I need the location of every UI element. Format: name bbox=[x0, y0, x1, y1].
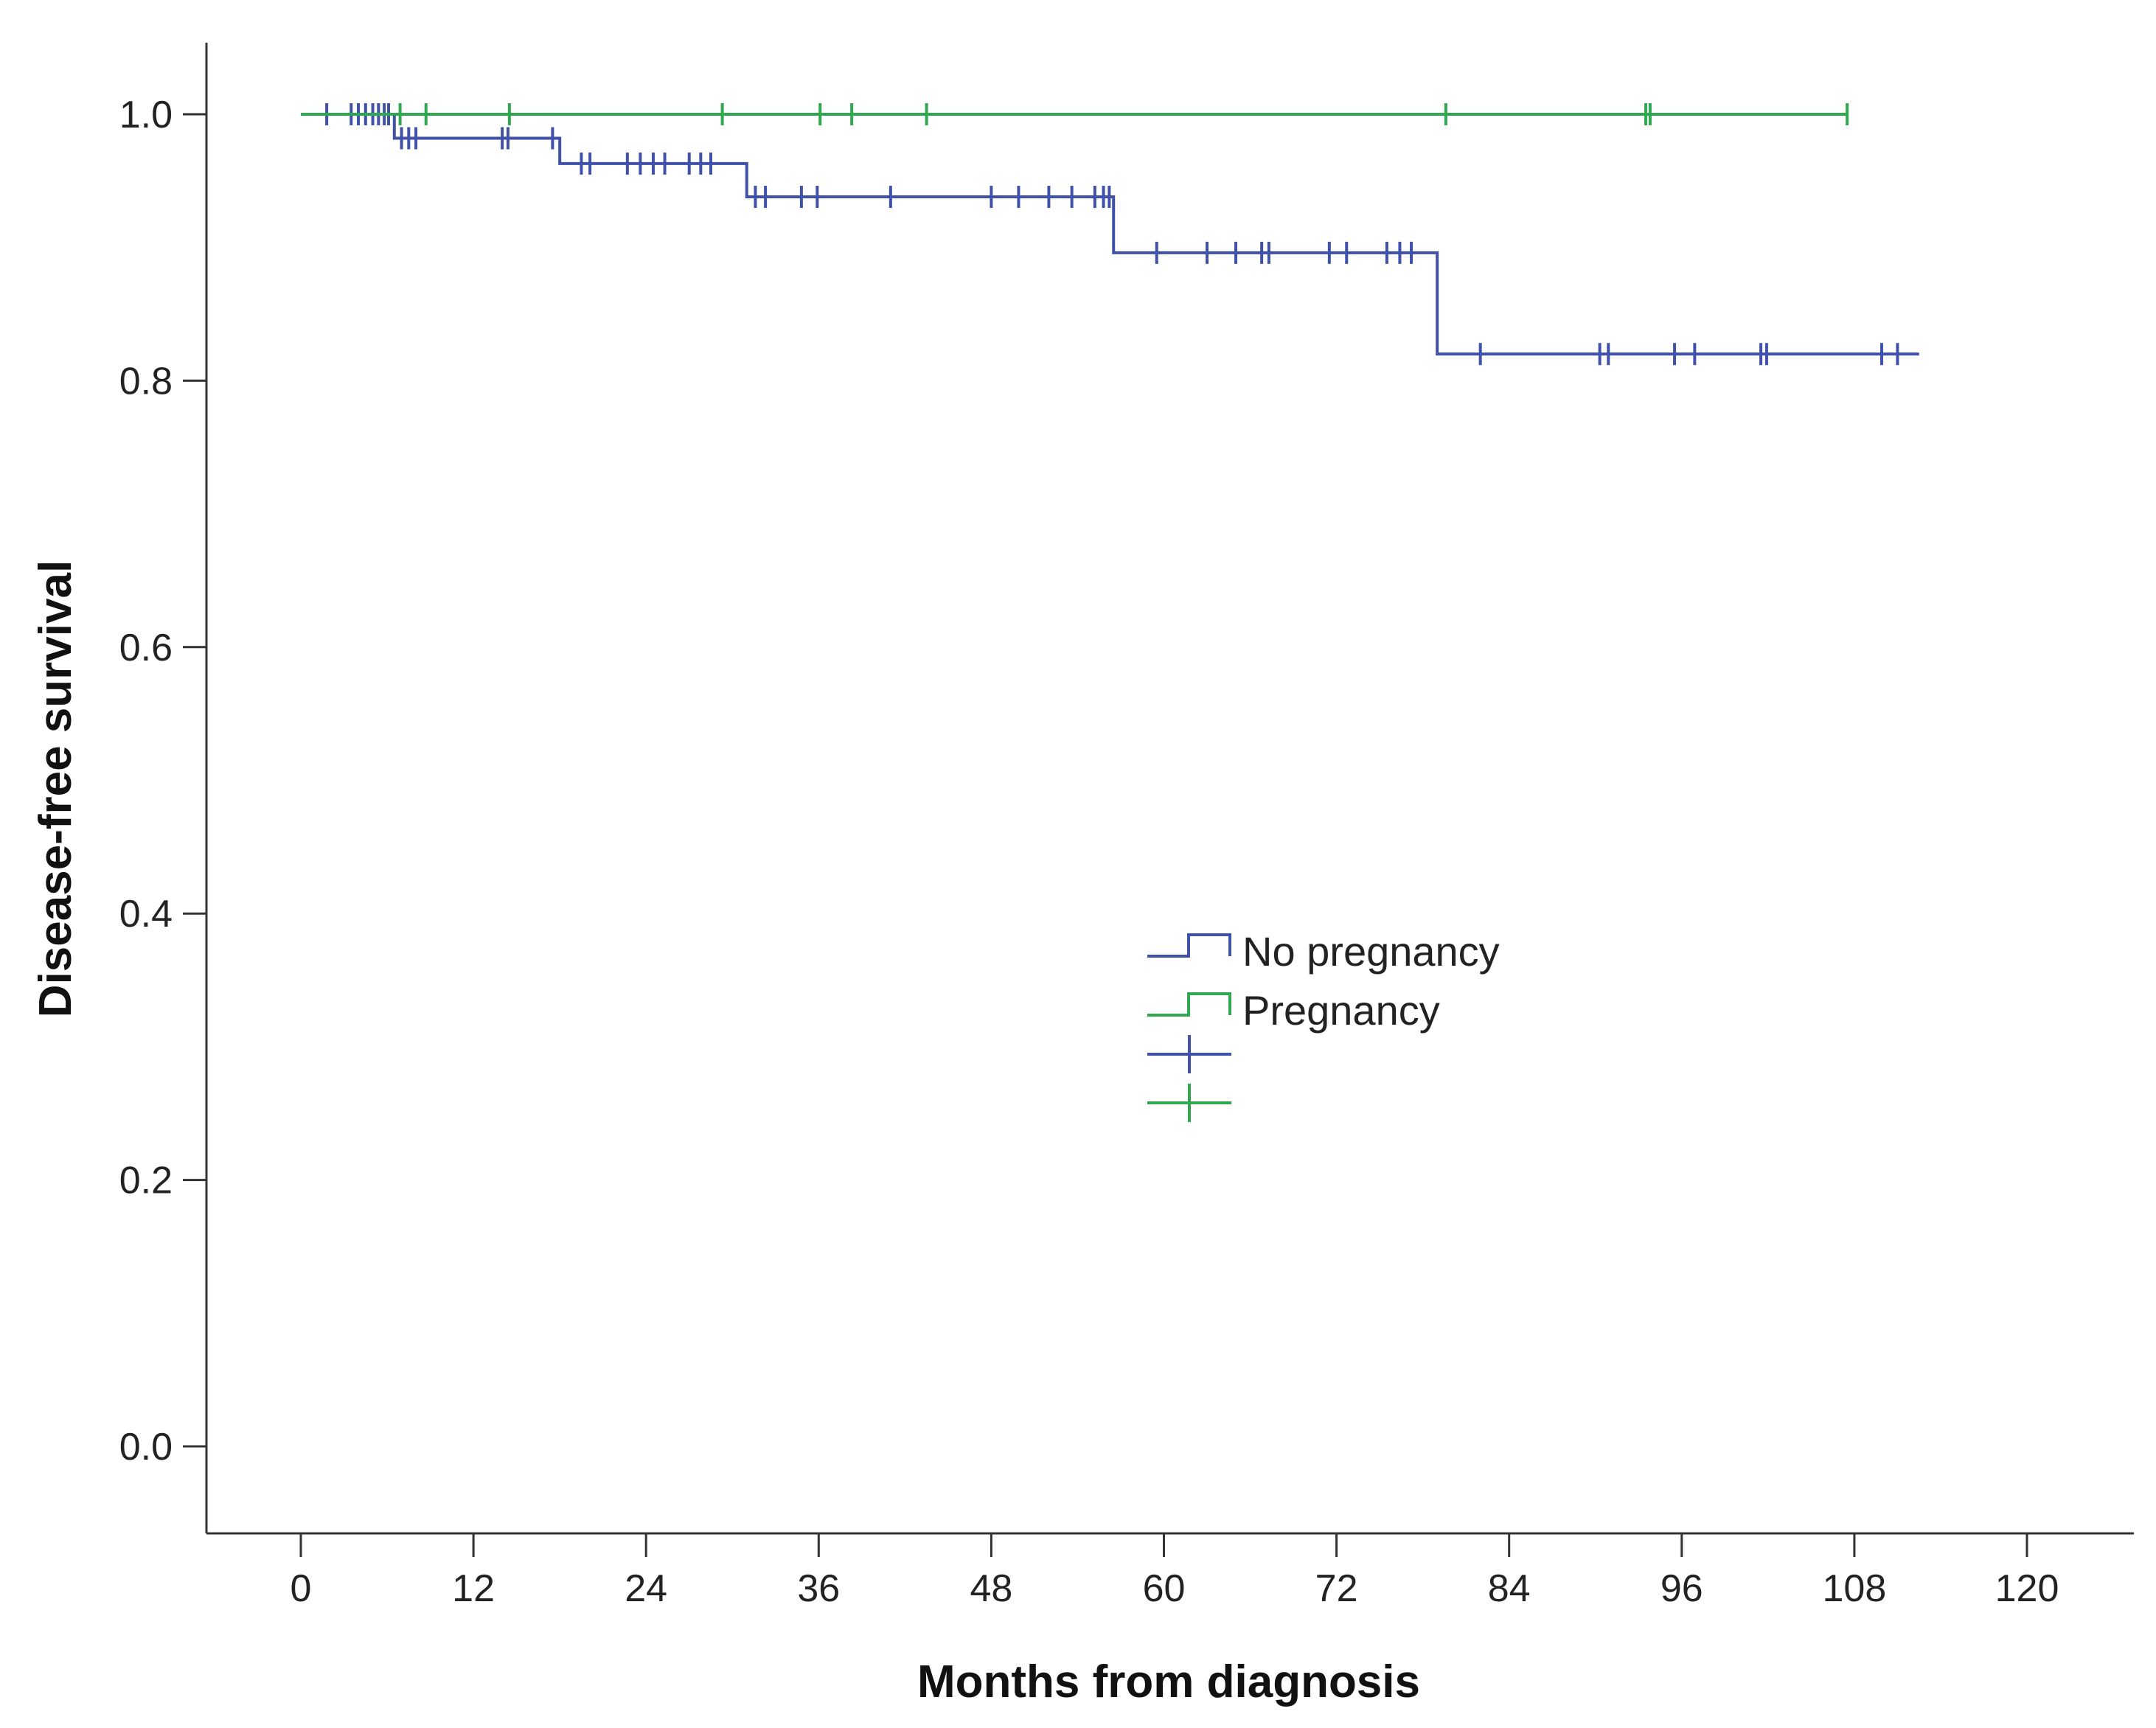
x-tick-label: 108 bbox=[1823, 1567, 1887, 1610]
series-layer bbox=[301, 103, 1919, 366]
legend-item-pregnancy-censored bbox=[1147, 1084, 1231, 1122]
x-tick-label: 24 bbox=[625, 1567, 667, 1610]
x-tick-label: 60 bbox=[1143, 1567, 1186, 1610]
x-tick-label: 48 bbox=[970, 1567, 1012, 1610]
legend-swatch-no-pregnancy bbox=[1147, 933, 1231, 958]
legend-swatch-pregnancy bbox=[1147, 992, 1231, 1017]
x-axis-title: Months from diagnosis bbox=[917, 1656, 1420, 1707]
y-ticks: 0.0 0.2 0.4 0.6 0.8 1.0 bbox=[119, 94, 206, 1469]
y-tick-label: 0.8 bbox=[119, 360, 173, 403]
axes: 0 12 24 36 48 60 72 84 96 108 120 0.0 0.2 0.4 0.6 0.8 1… bbox=[119, 43, 2134, 1610]
legend-label-no-pregnancy: No pregnancy bbox=[1242, 928, 1500, 975]
x-ticks: 0 12 24 36 48 60 72 84 96 108 120 bbox=[291, 1533, 2059, 1610]
y-tick-label: 1.0 bbox=[119, 94, 173, 136]
x-tick-label: 36 bbox=[797, 1567, 840, 1610]
x-tick-label: 72 bbox=[1315, 1567, 1358, 1610]
legend: No pregnancy Pregnancy bbox=[1147, 928, 1500, 1122]
legend-item-no-pregnancy-censored bbox=[1147, 1035, 1231, 1073]
legend-item-no-pregnancy: No pregnancy bbox=[1147, 928, 1500, 975]
survival-curve-no-pregnancy bbox=[301, 113, 1919, 356]
x-tick-label: 12 bbox=[452, 1567, 495, 1610]
x-tick-label: 84 bbox=[1488, 1567, 1531, 1610]
y-tick-label: 0.4 bbox=[119, 893, 173, 936]
y-tick-label: 0.2 bbox=[119, 1160, 173, 1202]
x-tick-label: 120 bbox=[1995, 1567, 2059, 1610]
x-tick-label: 0 bbox=[291, 1567, 312, 1610]
y-tick-label: 0.0 bbox=[119, 1426, 173, 1469]
x-tick-label: 96 bbox=[1661, 1567, 1703, 1610]
y-axis-title: Disease-free survival bbox=[30, 560, 81, 1017]
legend-label-pregnancy: Pregnancy bbox=[1242, 987, 1440, 1034]
y-tick-label: 0.6 bbox=[119, 627, 173, 669]
series-pregnancy bbox=[301, 103, 1849, 125]
legend-item-pregnancy: Pregnancy bbox=[1147, 987, 1440, 1034]
